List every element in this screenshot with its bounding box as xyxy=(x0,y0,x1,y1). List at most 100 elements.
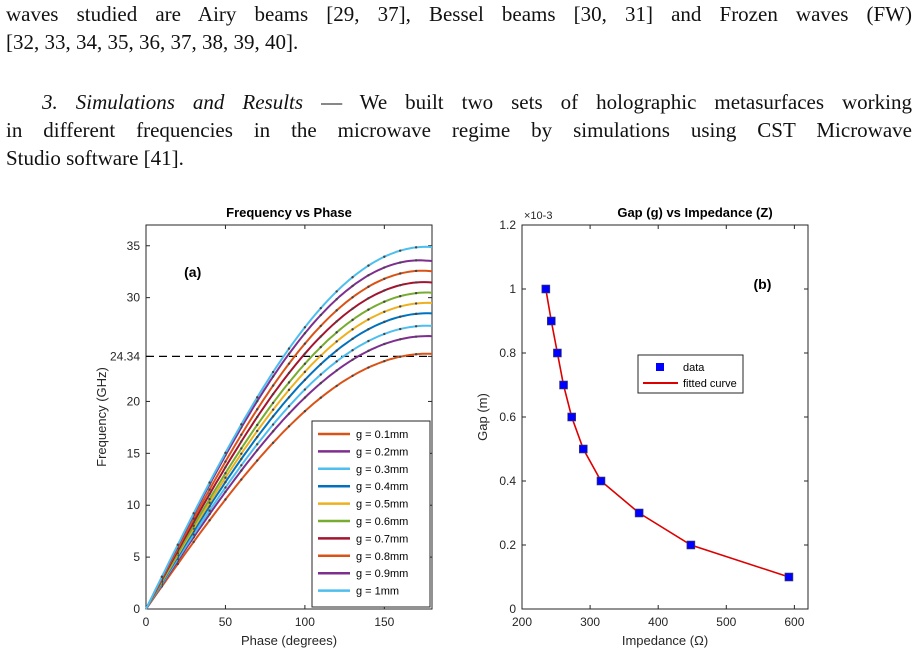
data-point xyxy=(271,423,275,426)
paragraph-waves: waves studied are Airy beams [29, 37], B… xyxy=(6,0,912,56)
data-point xyxy=(287,362,291,365)
y-tick-label: 0.6 xyxy=(499,410,516,424)
data-point xyxy=(399,305,402,308)
data-point xyxy=(256,429,259,433)
data-point xyxy=(224,460,227,463)
data-point xyxy=(208,488,211,491)
y-axis-label: Gap (m) xyxy=(475,393,490,441)
data-point xyxy=(208,509,211,512)
data-point xyxy=(303,370,307,374)
data-point xyxy=(319,396,322,399)
data-point xyxy=(335,290,338,293)
data-point xyxy=(335,340,338,343)
y-tick-label: 1.2 xyxy=(499,218,516,232)
data-point xyxy=(367,349,370,353)
legend-entry: g = 0.6mm xyxy=(356,516,408,528)
data-point xyxy=(383,342,386,346)
data-point xyxy=(319,324,322,328)
data-point xyxy=(367,274,370,277)
data-point xyxy=(399,272,402,275)
legend-entry: g = 0.3mm xyxy=(356,464,408,476)
data-point xyxy=(224,451,227,455)
data-point xyxy=(335,360,338,363)
y-tick-label: 10 xyxy=(127,498,141,512)
text-line: waves studied are Airy beams [29, 37], B… xyxy=(6,2,912,26)
data-point xyxy=(351,349,354,352)
legend-entry: data xyxy=(683,362,705,374)
data-point xyxy=(271,430,275,433)
data-point xyxy=(367,297,370,300)
data-point xyxy=(303,342,307,345)
data-point xyxy=(240,423,243,426)
data-point xyxy=(784,572,794,582)
data-point xyxy=(287,352,291,356)
data-point xyxy=(351,337,354,341)
data-point xyxy=(256,396,259,399)
y-tick-label: 1 xyxy=(509,282,516,296)
fitted-curve-line xyxy=(545,288,790,578)
data-point xyxy=(176,543,179,546)
y-tick-label: 0.2 xyxy=(499,538,516,552)
y-tick-label: 30 xyxy=(127,291,141,305)
data-point xyxy=(335,309,338,312)
data-point xyxy=(319,306,322,310)
data-point xyxy=(271,370,275,374)
data-point xyxy=(319,363,322,366)
data-point xyxy=(160,575,164,578)
data-point xyxy=(287,396,291,399)
data-point xyxy=(414,269,418,273)
data-point xyxy=(351,358,354,361)
data-point xyxy=(383,289,386,292)
data-point xyxy=(383,310,386,313)
legend-entry: g = 0.9mm xyxy=(356,568,408,580)
data-point xyxy=(319,381,322,385)
x-tick-label: 600 xyxy=(784,615,804,629)
y-axis-multiplier: ×10-3 xyxy=(524,210,552,222)
data-point xyxy=(303,378,307,382)
data-point xyxy=(287,425,291,428)
data-point xyxy=(399,283,402,287)
data-point xyxy=(256,415,259,419)
chart-title: Gap (g) vs Impedance (Z) xyxy=(617,205,772,220)
chart-frequency-vs-phase: 0 50 100 150 0 5 10 15 20 24.34 30 35 Frequency vs P… xyxy=(94,205,433,648)
data-point xyxy=(414,312,418,316)
legend-entry: g = 0.2mm xyxy=(356,446,408,458)
data-point xyxy=(383,359,386,363)
data-point xyxy=(256,408,259,411)
data-point xyxy=(319,373,322,376)
data-point xyxy=(399,295,402,298)
section-heading: 3. Simulations and Results xyxy=(42,90,304,114)
data-point xyxy=(256,443,259,446)
x-tick-label: 0 xyxy=(143,615,150,629)
data-point xyxy=(634,508,644,518)
data-point xyxy=(224,480,227,484)
data-point xyxy=(224,472,227,475)
data-point xyxy=(271,415,275,418)
legend-entry: g = 1mm xyxy=(356,586,399,598)
y-axis-label: Frequency (GHz) xyxy=(94,367,109,467)
data-point xyxy=(208,505,211,508)
legend-entry: g = 0.8mm xyxy=(356,551,408,563)
x-axis-label: Phase (degrees) xyxy=(241,633,337,648)
data-point xyxy=(240,457,243,461)
data-point xyxy=(256,435,259,439)
data-point xyxy=(303,326,307,329)
data-point xyxy=(208,497,211,501)
y-tick-label: 5 xyxy=(133,550,140,564)
data-point xyxy=(256,449,259,452)
legend-box xyxy=(637,354,744,394)
data-point xyxy=(303,352,307,355)
data-point xyxy=(383,266,386,269)
data-point xyxy=(287,347,291,350)
data-point xyxy=(367,366,370,369)
data-point xyxy=(303,388,307,391)
data-point xyxy=(596,476,606,486)
data-point xyxy=(399,249,402,252)
data-point xyxy=(414,291,418,295)
data-point xyxy=(414,353,418,356)
data-point xyxy=(240,447,243,450)
data-point xyxy=(271,375,275,378)
data-point xyxy=(351,276,354,279)
data-point xyxy=(240,478,243,481)
data-point xyxy=(578,444,588,454)
